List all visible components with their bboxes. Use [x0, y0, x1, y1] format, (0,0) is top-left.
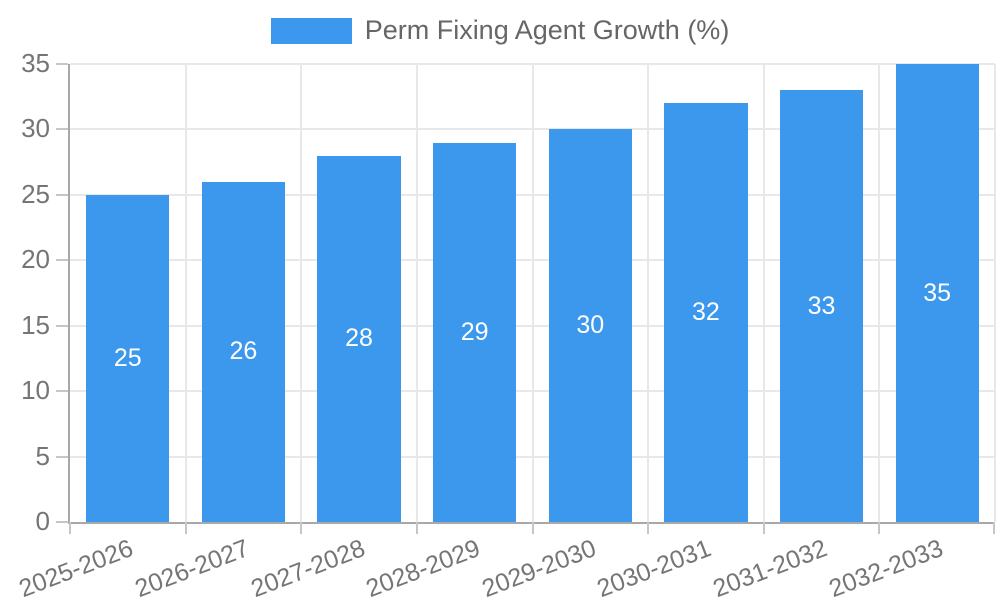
bar-value-label: 35: [923, 278, 952, 307]
x-tick-mark: [647, 522, 650, 534]
gridline-v: [415, 64, 418, 522]
bar-value-label: 26: [229, 337, 258, 366]
x-tick-label: 2026-2027: [131, 534, 253, 600]
x-tick-mark: [762, 522, 765, 534]
y-tick-label: 20: [21, 244, 50, 275]
x-tick-label: 2028-2029: [362, 534, 485, 600]
legend: Perm Fixing Agent Growth (%): [0, 15, 1000, 46]
y-tick-mark: [56, 259, 68, 262]
y-tick-mark: [56, 193, 68, 196]
legend-swatch: [270, 17, 352, 44]
y-tick-label: 25: [21, 178, 50, 209]
x-tick-label: 2032-2033: [824, 534, 947, 600]
x-tick-label: 2025-2026: [15, 534, 138, 600]
y-tick-label: 30: [21, 113, 50, 144]
x-tick-mark: [415, 522, 418, 534]
y-tick-mark: [56, 521, 68, 523]
bar-value-label: 29: [460, 317, 489, 346]
legend-item-perm-fixing-agent-growth[interactable]: Perm Fixing Agent Growth (%): [270, 15, 730, 46]
y-tick-label: 10: [21, 375, 50, 406]
x-tick-mark: [531, 522, 534, 534]
x-tick-mark: [878, 522, 881, 534]
y-tick-label: 15: [21, 309, 50, 340]
x-tick-mark: [184, 522, 187, 534]
y-tick-mark: [56, 324, 68, 327]
y-tick-label: 0: [35, 505, 50, 536]
bar-2031-2032[interactable]: 33: [779, 90, 864, 522]
x-tick-mark: [300, 522, 303, 534]
gridline-v: [300, 64, 303, 522]
bar-2025-2026[interactable]: 25: [86, 194, 170, 522]
y-tick-mark: [56, 390, 68, 393]
bar-2029-2030[interactable]: 30: [548, 129, 632, 522]
bar-value-label: 33: [807, 291, 836, 320]
y-tick-mark: [56, 63, 68, 65]
bar-2026-2027[interactable]: 26: [201, 181, 286, 522]
gridline-v: [531, 64, 534, 522]
bar-value-label: 32: [692, 298, 720, 327]
gridline-v: [878, 64, 881, 522]
x-tick-label: 2031-2032: [709, 534, 831, 600]
bar-2032-2033[interactable]: 35: [895, 64, 979, 522]
x-tick-label: 2030-2031: [593, 534, 716, 600]
legend-label: Perm Fixing Agent Growth (%): [364, 15, 730, 45]
bar-2027-2028[interactable]: 28: [317, 155, 401, 522]
bar-value-label: 30: [576, 311, 605, 340]
y-tick-mark: [56, 128, 68, 131]
x-tick-mark: [993, 522, 995, 534]
gridline-v: [994, 64, 996, 522]
bar-value-label: 25: [113, 343, 142, 372]
y-tick-label: 35: [21, 47, 50, 78]
y-tick-label: 5: [35, 440, 50, 471]
x-tick-label: 2029-2030: [477, 534, 600, 600]
bar-2028-2029[interactable]: 29: [433, 142, 517, 522]
bar-value-label: 28: [345, 324, 373, 353]
x-tick-label: 2027-2028: [246, 534, 369, 600]
bar-2030-2031[interactable]: 32: [664, 103, 748, 522]
gridline-v: [647, 64, 650, 522]
y-tick-mark: [56, 455, 68, 458]
gridline-v: [762, 64, 765, 522]
x-tick-mark: [69, 522, 71, 534]
gridline-v: [184, 64, 187, 522]
plot-area: 0 5 10 15 20 25 30 35 25 2025-2026 26 2026-2027 28 20…: [15, 50, 996, 600]
